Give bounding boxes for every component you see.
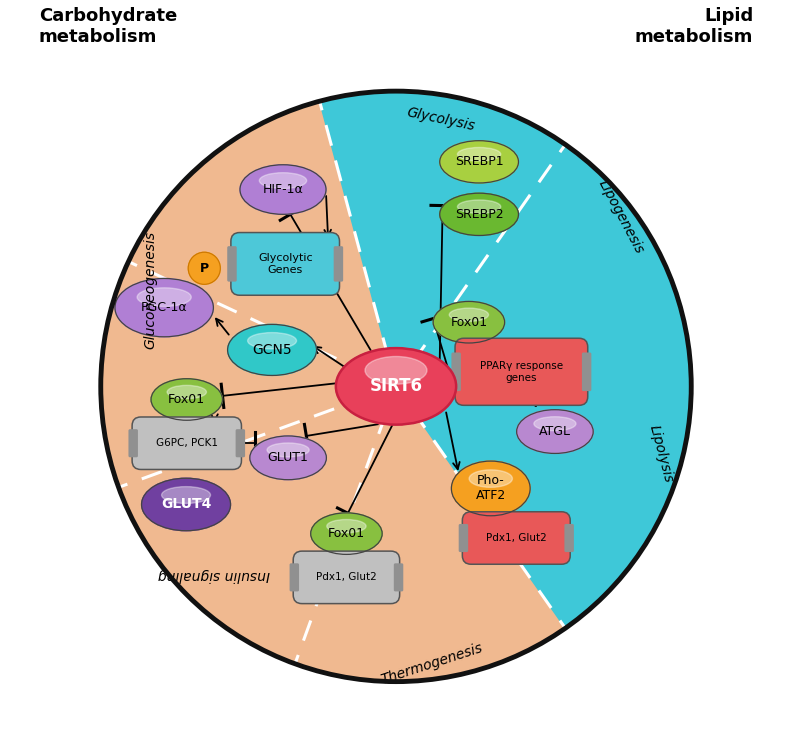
Ellipse shape xyxy=(440,193,519,235)
Ellipse shape xyxy=(365,356,427,384)
Ellipse shape xyxy=(451,461,530,516)
Text: Fox01: Fox01 xyxy=(168,393,205,406)
Wedge shape xyxy=(101,101,565,682)
Ellipse shape xyxy=(162,487,211,504)
Ellipse shape xyxy=(115,278,213,337)
Ellipse shape xyxy=(469,469,512,487)
Text: GLUT1: GLUT1 xyxy=(268,451,309,464)
Ellipse shape xyxy=(151,379,223,420)
Text: P: P xyxy=(200,262,209,275)
FancyBboxPatch shape xyxy=(333,246,343,281)
Ellipse shape xyxy=(458,147,501,161)
FancyBboxPatch shape xyxy=(451,353,461,391)
Ellipse shape xyxy=(249,436,326,480)
Wedge shape xyxy=(320,91,691,628)
Ellipse shape xyxy=(449,308,489,321)
Ellipse shape xyxy=(534,417,576,431)
Text: Lipolysis: Lipolysis xyxy=(647,423,676,484)
Text: GCN5: GCN5 xyxy=(253,343,292,357)
FancyBboxPatch shape xyxy=(128,429,138,457)
FancyBboxPatch shape xyxy=(231,233,340,295)
Text: SREBP2: SREBP2 xyxy=(455,208,504,221)
Text: Thermogenesis: Thermogenesis xyxy=(379,641,485,687)
Ellipse shape xyxy=(137,288,191,306)
Text: G6PC, PCK1: G6PC, PCK1 xyxy=(156,438,218,448)
Text: SREBP1: SREBP1 xyxy=(455,155,504,168)
FancyBboxPatch shape xyxy=(293,551,400,604)
Ellipse shape xyxy=(259,173,307,189)
FancyBboxPatch shape xyxy=(236,429,245,457)
Text: ATGL: ATGL xyxy=(539,425,571,438)
FancyBboxPatch shape xyxy=(394,564,403,591)
Ellipse shape xyxy=(516,410,593,453)
Text: Gluconeogenesis: Gluconeogenesis xyxy=(144,231,158,349)
Text: Lipid
metabolism: Lipid metabolism xyxy=(635,7,753,46)
Ellipse shape xyxy=(188,252,220,284)
Ellipse shape xyxy=(336,348,456,424)
Text: PGC-1α: PGC-1α xyxy=(141,301,188,314)
FancyBboxPatch shape xyxy=(227,246,237,281)
Text: Carbohydrate
metabolism: Carbohydrate metabolism xyxy=(39,7,177,46)
Text: Pdx1, Glut2: Pdx1, Glut2 xyxy=(486,533,546,543)
Text: Pdx1, Glut2: Pdx1, Glut2 xyxy=(316,572,377,582)
Text: Insulin signaling: Insulin signaling xyxy=(158,568,270,582)
Ellipse shape xyxy=(248,332,296,349)
Ellipse shape xyxy=(440,141,519,183)
Text: Glycolysis: Glycolysis xyxy=(406,105,476,133)
Ellipse shape xyxy=(327,520,366,533)
Ellipse shape xyxy=(240,165,326,214)
Text: Pho-
ATF2: Pho- ATF2 xyxy=(476,475,506,502)
FancyBboxPatch shape xyxy=(132,417,242,469)
Ellipse shape xyxy=(458,200,501,214)
Ellipse shape xyxy=(267,443,309,457)
Ellipse shape xyxy=(142,478,230,531)
Text: SIRT6: SIRT6 xyxy=(370,378,422,395)
FancyBboxPatch shape xyxy=(290,564,299,591)
Ellipse shape xyxy=(227,324,317,375)
Text: Fox01: Fox01 xyxy=(451,316,487,329)
Ellipse shape xyxy=(167,386,207,399)
FancyBboxPatch shape xyxy=(455,338,588,405)
Text: Fox01: Fox01 xyxy=(328,527,365,540)
Ellipse shape xyxy=(310,513,383,554)
Ellipse shape xyxy=(433,302,505,343)
Text: HIF-1α: HIF-1α xyxy=(263,183,303,196)
FancyBboxPatch shape xyxy=(565,524,574,552)
FancyBboxPatch shape xyxy=(463,512,570,564)
Text: GLUT4: GLUT4 xyxy=(161,497,211,512)
FancyBboxPatch shape xyxy=(582,353,592,391)
Text: Glycolytic
Genes: Glycolytic Genes xyxy=(258,253,313,275)
FancyBboxPatch shape xyxy=(459,524,468,552)
Text: PPARγ response
genes: PPARγ response genes xyxy=(480,361,563,383)
Text: Lipogenesis: Lipogenesis xyxy=(596,178,646,257)
